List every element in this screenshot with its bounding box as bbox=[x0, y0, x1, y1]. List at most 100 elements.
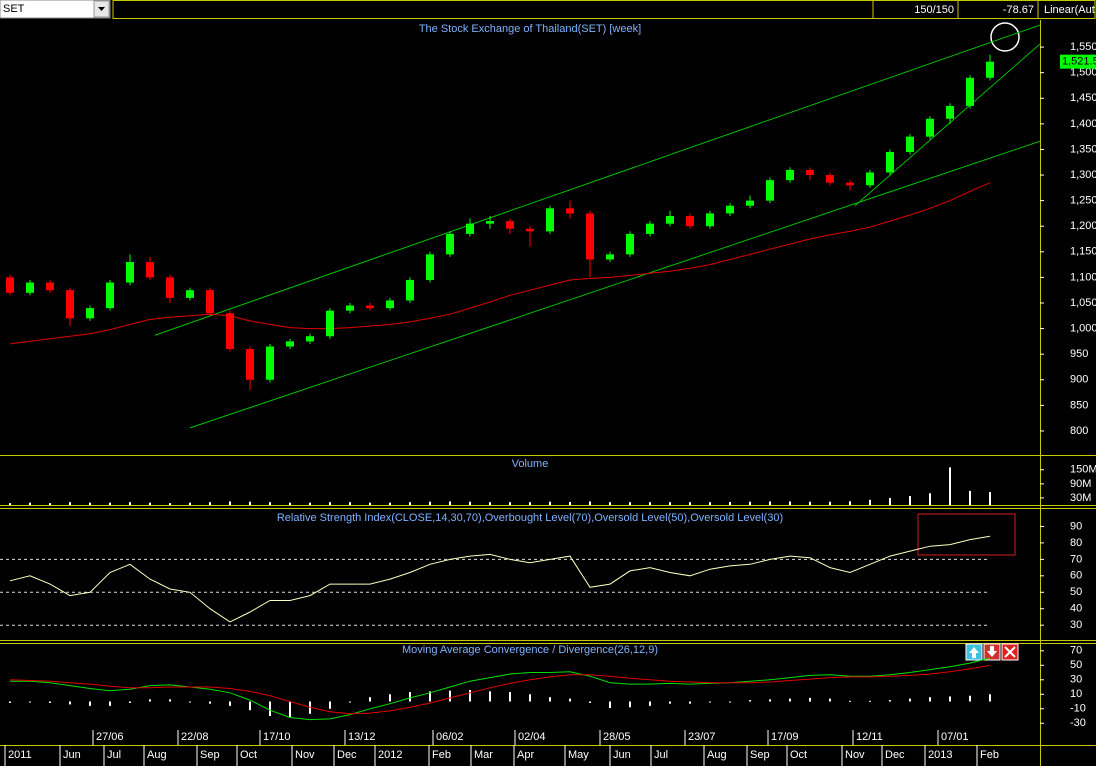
scale-mode[interactable]: Linear(Aut bbox=[1044, 4, 1095, 16]
y-tick-label: 30 bbox=[1070, 619, 1082, 631]
histogram-bar bbox=[349, 701, 351, 703]
histogram-bar bbox=[469, 689, 471, 702]
candle-body bbox=[146, 262, 154, 278]
histogram-bar bbox=[809, 697, 811, 702]
symbol-dropdown[interactable] bbox=[0, 0, 111, 19]
volume-bar bbox=[349, 502, 351, 505]
volume-bar bbox=[269, 502, 271, 505]
last-price-box bbox=[1060, 54, 1096, 69]
candle-body bbox=[46, 282, 54, 291]
symbol: SET bbox=[3, 3, 25, 15]
histogram-bar bbox=[709, 701, 711, 703]
candle-body bbox=[246, 349, 254, 380]
y-tick-label: 1,450 bbox=[1070, 92, 1096, 104]
histogram-bar bbox=[189, 701, 191, 703]
volume-bar bbox=[309, 502, 311, 505]
x-tick-label: 27/06 bbox=[96, 731, 124, 743]
histogram-bar bbox=[729, 701, 731, 703]
volume-bar bbox=[49, 503, 51, 505]
volume-bar bbox=[549, 501, 551, 505]
histogram-bar bbox=[829, 698, 831, 702]
volume-bar bbox=[889, 497, 891, 505]
histogram-bar bbox=[749, 700, 751, 702]
volume-bar bbox=[109, 502, 111, 505]
y-tick-label: 1,150 bbox=[1070, 246, 1096, 258]
x-tick-label: 2011 bbox=[8, 749, 32, 761]
y-tick-label: 50 bbox=[1070, 586, 1082, 598]
histogram-bar bbox=[529, 694, 531, 702]
candle-body bbox=[526, 228, 534, 232]
histogram-bar bbox=[969, 695, 971, 702]
candle-body bbox=[286, 341, 294, 347]
x-tick-label: 2013 bbox=[928, 749, 952, 761]
candle-body bbox=[546, 208, 554, 232]
x-tick-label: Jun bbox=[63, 749, 81, 761]
candle-body bbox=[186, 290, 194, 298]
x-tick-label: 17/10 bbox=[263, 731, 291, 743]
histogram-bar bbox=[409, 692, 411, 702]
histogram-bar bbox=[989, 694, 991, 702]
x-tick-label: 22/08 bbox=[181, 731, 209, 743]
volume-bar bbox=[9, 503, 11, 505]
candle-body bbox=[846, 182, 854, 186]
volume-bar bbox=[429, 501, 431, 505]
volume-bar bbox=[169, 503, 171, 505]
volume-bar bbox=[869, 499, 871, 505]
y-tick-label: 850 bbox=[1070, 399, 1088, 411]
y-tick-label: 1,550 bbox=[1070, 41, 1096, 53]
x-tick-label: 12/11 bbox=[856, 731, 883, 743]
histogram-bar bbox=[69, 701, 71, 705]
candle-body bbox=[926, 118, 934, 137]
histogram-bar bbox=[769, 699, 771, 702]
volume-bar bbox=[129, 502, 131, 505]
top-bar-cell[interactable] bbox=[1037, 0, 1096, 19]
x-tick-label: Dec bbox=[337, 749, 357, 761]
up-icon bbox=[969, 647, 979, 658]
x-tick-label: Jul bbox=[654, 749, 668, 761]
candle-body bbox=[226, 313, 234, 350]
histogram-bar bbox=[909, 698, 911, 702]
x-tick-label: Dec bbox=[885, 749, 905, 761]
candle-body bbox=[446, 233, 454, 255]
y-tick-label: 1,100 bbox=[1070, 271, 1096, 283]
y-tick-label: 150M bbox=[1070, 464, 1096, 476]
candle-body bbox=[686, 215, 694, 227]
volume-bar bbox=[709, 502, 711, 505]
histogram-bar bbox=[689, 701, 691, 704]
histogram-bar bbox=[289, 701, 291, 718]
y-tick-label: 70 bbox=[1070, 553, 1082, 565]
histogram-bar bbox=[609, 701, 611, 709]
volume-bar bbox=[329, 502, 331, 505]
candle-body bbox=[806, 169, 814, 176]
y-tick-label: 40 bbox=[1070, 603, 1082, 615]
highlight-circle bbox=[990, 22, 1020, 52]
trendline bbox=[154, 24, 1040, 336]
x-tick-label: 28/05 bbox=[603, 731, 631, 743]
x-tick-label: Jun bbox=[613, 749, 631, 761]
histogram-bar bbox=[249, 701, 251, 711]
dropdown-arrow bbox=[98, 7, 105, 11]
volume-bar bbox=[149, 502, 151, 505]
volume-bar bbox=[809, 501, 811, 505]
histogram-bar bbox=[869, 700, 871, 702]
volume-bar bbox=[589, 501, 591, 505]
histogram-bar bbox=[229, 701, 231, 706]
y-tick-label: 1,500 bbox=[1070, 67, 1096, 79]
volume-bar bbox=[649, 502, 651, 505]
histogram-bar bbox=[109, 701, 111, 706]
candle-body bbox=[646, 223, 654, 234]
candle-body bbox=[566, 208, 574, 214]
histogram-bar bbox=[269, 701, 271, 717]
volume-bar bbox=[729, 501, 731, 505]
candle-body bbox=[606, 254, 614, 260]
candle-body bbox=[486, 221, 494, 224]
histogram-bar bbox=[89, 701, 91, 706]
candle-body bbox=[106, 282, 114, 309]
candle-body bbox=[426, 254, 434, 280]
x-tick-label: Jul bbox=[107, 749, 121, 761]
moving-average bbox=[9, 182, 991, 345]
candle-body bbox=[386, 300, 394, 309]
histogram-bar bbox=[669, 701, 671, 704]
trendline bbox=[854, 43, 1040, 207]
y-tick-label: 1,000 bbox=[1070, 322, 1096, 334]
